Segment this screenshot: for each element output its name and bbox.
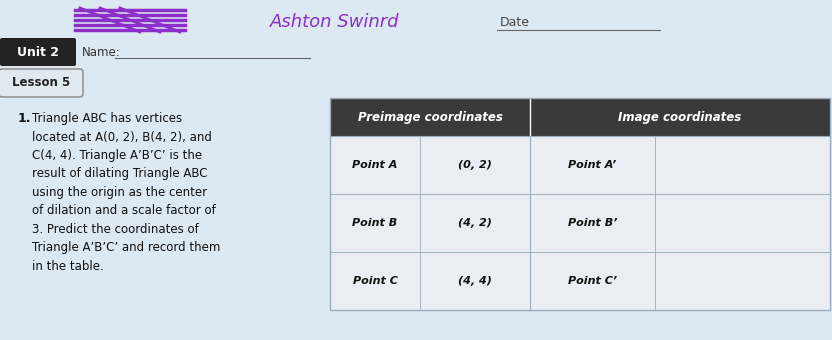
Text: Point C: Point C (353, 276, 398, 286)
Bar (330, 252, 830, 310)
Text: Image coordinates: Image coordinates (618, 110, 741, 123)
Text: Unit 2: Unit 2 (17, 46, 59, 58)
Text: Preimage coordinates: Preimage coordinates (358, 110, 503, 123)
Bar (330, 136, 830, 194)
Text: Name:: Name: (82, 46, 121, 58)
Text: Point A: Point A (352, 160, 398, 170)
Text: Point B: Point B (353, 218, 398, 228)
Bar (330, 98, 830, 310)
Text: (0, 2): (0, 2) (458, 160, 492, 170)
Text: (4, 2): (4, 2) (458, 218, 492, 228)
Text: 1.: 1. (18, 112, 32, 125)
Text: Point B’: Point B’ (567, 218, 617, 228)
Text: (4, 4): (4, 4) (458, 276, 492, 286)
Text: Date: Date (500, 16, 530, 29)
Text: Triangle ABC has vertices
located at A(0, 2), B(4, 2), and
C(4, 4). Triangle A’B: Triangle ABC has vertices located at A(0… (32, 112, 220, 273)
Text: Point C’: Point C’ (568, 276, 617, 286)
Text: Point A’: Point A’ (568, 160, 617, 170)
FancyBboxPatch shape (0, 38, 76, 66)
Text: Ashton Swinrd: Ashton Swinrd (270, 13, 399, 31)
FancyBboxPatch shape (0, 69, 83, 97)
Bar (330, 98, 830, 136)
Bar (330, 194, 830, 252)
Text: Lesson 5: Lesson 5 (12, 76, 70, 89)
